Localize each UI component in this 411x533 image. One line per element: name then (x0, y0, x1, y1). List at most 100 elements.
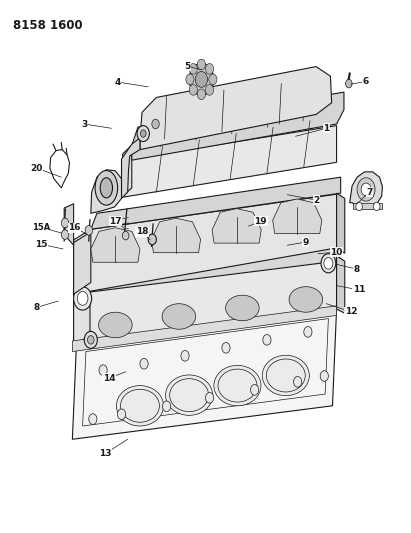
Ellipse shape (226, 295, 259, 321)
Circle shape (356, 202, 363, 211)
Polygon shape (337, 193, 345, 253)
Circle shape (188, 237, 194, 244)
Polygon shape (134, 248, 154, 265)
Text: 13: 13 (99, 449, 111, 458)
Circle shape (89, 414, 97, 424)
Text: 5: 5 (184, 62, 190, 70)
Polygon shape (74, 232, 91, 294)
Circle shape (148, 234, 156, 245)
Ellipse shape (262, 356, 309, 395)
Circle shape (188, 258, 194, 265)
Circle shape (186, 74, 194, 85)
Circle shape (118, 409, 126, 419)
Circle shape (320, 370, 328, 381)
Circle shape (301, 241, 307, 249)
Ellipse shape (289, 287, 323, 312)
Circle shape (209, 74, 217, 85)
Text: 7: 7 (366, 188, 372, 197)
Ellipse shape (95, 171, 118, 205)
Circle shape (189, 85, 197, 95)
Polygon shape (151, 218, 201, 253)
Ellipse shape (162, 304, 196, 329)
Circle shape (99, 365, 107, 375)
Circle shape (206, 85, 214, 95)
Circle shape (251, 384, 259, 395)
Text: 1: 1 (323, 124, 330, 133)
Text: 8: 8 (354, 265, 360, 273)
Circle shape (324, 257, 333, 269)
Text: 2: 2 (313, 196, 319, 205)
Polygon shape (140, 67, 332, 150)
Polygon shape (132, 92, 344, 160)
Polygon shape (72, 306, 337, 352)
Polygon shape (122, 138, 140, 198)
Polygon shape (74, 194, 337, 294)
Circle shape (141, 130, 146, 138)
Circle shape (88, 336, 94, 344)
Circle shape (238, 230, 243, 237)
Circle shape (122, 231, 129, 240)
Circle shape (162, 401, 171, 411)
Text: 10: 10 (330, 248, 343, 257)
Circle shape (304, 327, 312, 337)
Circle shape (178, 261, 184, 268)
Text: 18: 18 (136, 228, 148, 237)
Text: 15: 15 (35, 240, 47, 249)
Circle shape (189, 63, 214, 95)
Circle shape (178, 239, 184, 247)
Circle shape (84, 332, 97, 349)
Circle shape (139, 243, 145, 251)
Circle shape (140, 359, 148, 369)
Circle shape (321, 254, 336, 273)
Text: 19: 19 (254, 217, 267, 226)
Circle shape (137, 126, 149, 142)
Circle shape (189, 63, 197, 74)
Polygon shape (232, 234, 253, 252)
Polygon shape (91, 169, 122, 213)
Ellipse shape (99, 312, 132, 338)
Circle shape (374, 202, 380, 211)
Circle shape (276, 225, 282, 233)
Ellipse shape (166, 375, 212, 415)
Circle shape (252, 227, 258, 235)
Text: 8158 1600: 8158 1600 (13, 19, 83, 33)
Polygon shape (72, 309, 337, 439)
Polygon shape (212, 208, 261, 243)
Circle shape (153, 240, 159, 248)
Circle shape (203, 234, 208, 241)
Circle shape (153, 262, 159, 269)
Polygon shape (91, 177, 341, 229)
Polygon shape (281, 227, 302, 245)
Circle shape (206, 63, 214, 74)
Circle shape (263, 335, 271, 345)
Polygon shape (122, 146, 132, 197)
Circle shape (195, 71, 208, 87)
Text: 12: 12 (345, 307, 357, 316)
Circle shape (252, 248, 258, 256)
Circle shape (197, 59, 206, 70)
Ellipse shape (214, 366, 261, 406)
Circle shape (129, 246, 135, 253)
Text: 11: 11 (353, 285, 365, 294)
Circle shape (152, 119, 159, 129)
Text: 9: 9 (302, 238, 309, 247)
Text: 20: 20 (30, 164, 43, 173)
Circle shape (203, 255, 208, 263)
Polygon shape (74, 257, 337, 345)
Polygon shape (183, 241, 203, 259)
Text: 14: 14 (103, 374, 115, 383)
Circle shape (206, 392, 214, 403)
Ellipse shape (100, 177, 113, 198)
Ellipse shape (116, 385, 164, 426)
Circle shape (74, 287, 92, 310)
Circle shape (293, 376, 302, 387)
Circle shape (139, 264, 145, 272)
Circle shape (346, 79, 352, 88)
Circle shape (286, 223, 292, 230)
Polygon shape (74, 242, 341, 293)
Text: 3: 3 (81, 119, 88, 128)
Polygon shape (74, 285, 90, 345)
Polygon shape (85, 225, 92, 236)
Polygon shape (353, 203, 383, 209)
Circle shape (61, 230, 69, 239)
